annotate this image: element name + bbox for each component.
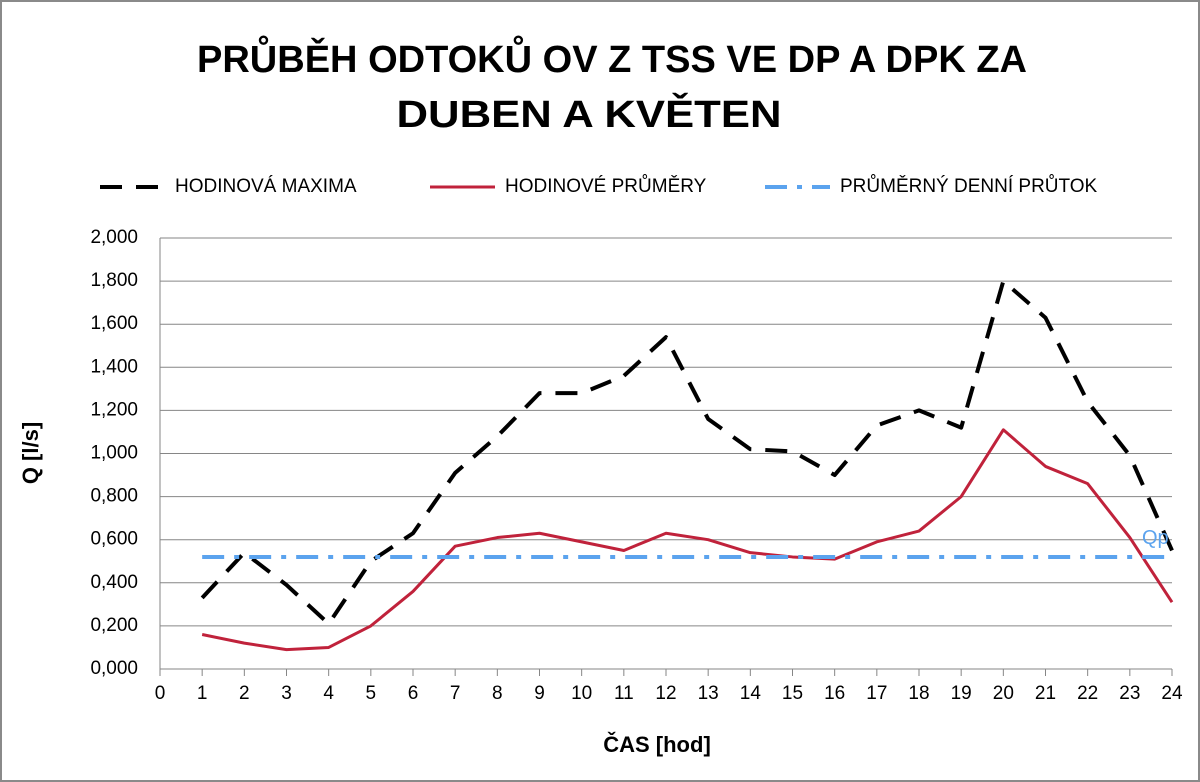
x-tick-label: 6 <box>408 683 419 704</box>
legend-label: HODINOVÁ MAXIMA <box>175 176 357 197</box>
y-tick-label: 0,600 <box>90 529 138 550</box>
series-line <box>201 428 1174 652</box>
x-tick-label: 1 <box>197 683 208 704</box>
x-tick-label: 14 <box>740 683 762 704</box>
x-tick-label: 11 <box>614 683 634 704</box>
x-tick-label: 18 <box>908 683 929 704</box>
chart-title: PRŮBĚH ODTOKŮ OV Z TSS VE DP A DPK ZA <box>197 34 1027 81</box>
y-tick-label: 2,000 <box>90 227 138 248</box>
y-axis-label: Q [l/s] <box>18 422 43 484</box>
y-tick-label: 1,400 <box>90 356 138 377</box>
y-tick-label: 1,200 <box>90 399 138 420</box>
y-tick-label: 0,800 <box>90 486 138 507</box>
x-tick-label: 13 <box>698 683 719 704</box>
series-line <box>200 279 1174 626</box>
legend-label: PRŮMĚRNÝ DENNÍ PRŮTOK <box>840 175 1098 197</box>
y-tick-label: 0,400 <box>90 572 138 593</box>
y-tick-label: 1,800 <box>90 270 138 291</box>
y-tick-label: 1,600 <box>90 313 138 334</box>
annotation: Qp <box>1142 527 1169 549</box>
x-tick-label: 22 <box>1077 683 1098 704</box>
x-tick-label: 20 <box>993 683 1014 704</box>
x-tick-label: 2 <box>239 683 250 704</box>
y-tick-label: 0,000 <box>90 658 138 679</box>
y-tick-label: 0,200 <box>90 615 138 636</box>
x-tick-label: 16 <box>824 683 845 704</box>
x-tick-label: 4 <box>323 683 334 704</box>
x-tick-label: 5 <box>366 683 377 704</box>
legend-label: HODINOVÉ PRŮMĚRY <box>505 175 707 197</box>
x-tick-label: 8 <box>492 683 503 704</box>
x-tick-label: 15 <box>782 683 803 704</box>
x-tick-label: 0 <box>155 683 166 704</box>
x-tick-label: 3 <box>281 683 292 704</box>
x-tick-label: 21 <box>1035 683 1056 704</box>
x-tick-label: 7 <box>450 683 461 704</box>
x-tick-label: 9 <box>534 683 545 704</box>
y-tick-label: 1,000 <box>90 443 138 464</box>
x-tick-label: 19 <box>951 683 972 704</box>
x-axis-label: ČAS [hod] <box>603 732 711 757</box>
x-tick-label: 12 <box>655 683 676 704</box>
x-tick-label: 23 <box>1119 683 1140 704</box>
x-tick-label: 24 <box>1161 683 1183 704</box>
x-tick-label: 17 <box>866 683 887 704</box>
x-tick-label: 10 <box>571 683 592 704</box>
chart-title: DUBEN A KVĚTEN <box>397 92 782 136</box>
